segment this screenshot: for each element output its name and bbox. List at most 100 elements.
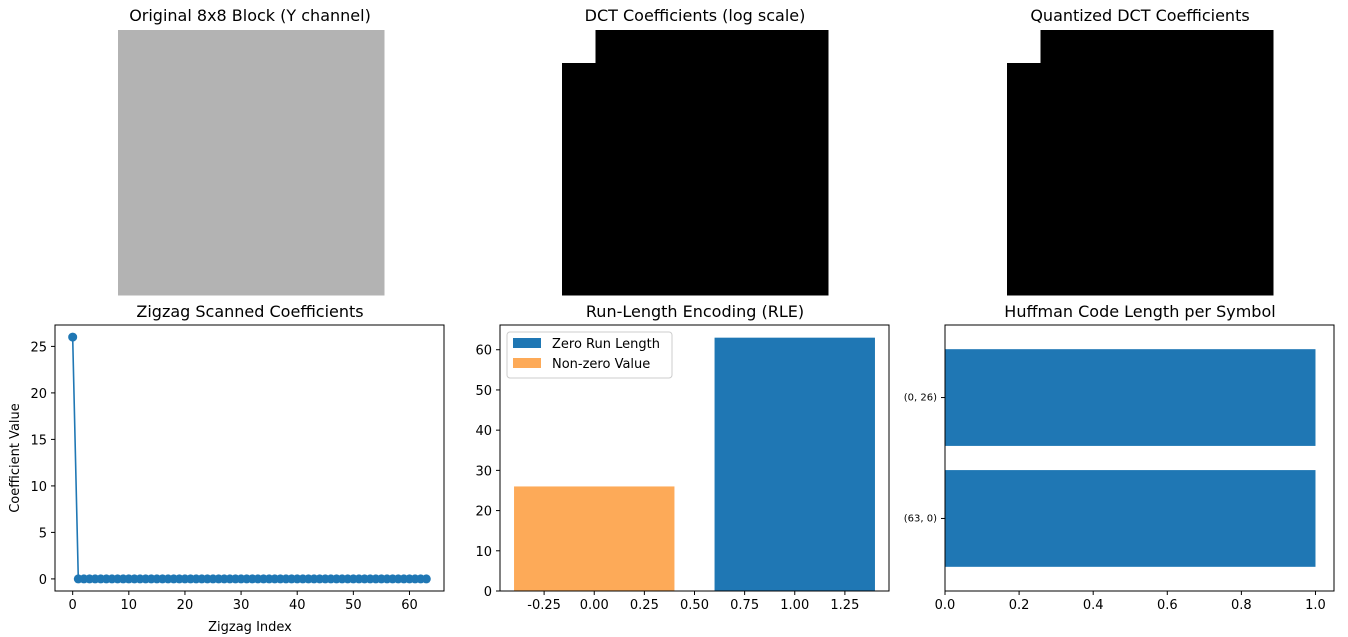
heatmap-cell [1173, 162, 1207, 197]
heatmap-cell [562, 261, 596, 296]
heatmap-cell [1173, 30, 1207, 64]
heatmap-cell [1206, 63, 1241, 97]
heatmap-cell [661, 129, 696, 163]
panel-title-original: Original 8x8 Block (Y channel) [129, 6, 371, 25]
dct-coefficients-heatmap [562, 30, 829, 296]
heatmap-cell [151, 261, 185, 296]
heatmap-cell [728, 96, 762, 130]
zero-run-length-bar [714, 337, 875, 591]
heatmap-cell [628, 129, 663, 163]
x-tick-label: 1.25 [830, 598, 859, 613]
heatmap-cell [317, 129, 352, 163]
heatmap-cell [184, 261, 219, 296]
heatmap-cell [661, 96, 696, 130]
heatmap-cell [317, 30, 352, 64]
heatmap-cell [1106, 261, 1141, 296]
heatmap-cell [695, 228, 729, 263]
heatmap-cell [317, 228, 352, 263]
heatmap-cell [151, 30, 185, 64]
x-tick-label: 0.4 [1083, 598, 1104, 613]
zigzag-y-axis-label: Coefficient Value [8, 403, 23, 513]
heatmap-cell [728, 63, 762, 97]
x-tick-label: 0 [69, 598, 77, 613]
heatmap-cell [562, 30, 596, 64]
x-tick-label: -0.25 [527, 598, 561, 613]
heatmap-cell [794, 228, 829, 263]
heatmap-cell [794, 30, 829, 64]
heatmap-cell [151, 195, 185, 230]
x-tick-label: 0.75 [730, 598, 759, 613]
heatmap-cell [1040, 96, 1074, 130]
heatmap-cell [595, 162, 629, 197]
y-tick-label: 0 [39, 573, 47, 588]
heatmap-cell [628, 30, 663, 64]
heatmap-cell [350, 195, 385, 230]
heatmap-cell [1206, 195, 1241, 230]
heatmap-cell [1073, 30, 1108, 64]
heatmap-cell [794, 261, 829, 296]
heatmap-cell [661, 195, 696, 230]
legend-frame [506, 331, 673, 379]
heatmap-cell [118, 96, 152, 130]
heatmap-cell [251, 162, 285, 197]
heatmap-cell [1239, 63, 1274, 97]
heatmap-cell [1040, 129, 1074, 163]
heatmap-cell [595, 96, 629, 130]
heatmap-cell [628, 63, 663, 97]
legend-label: Non-zero Value [552, 357, 650, 372]
heatmap-cell [661, 63, 696, 97]
x-tick-label: 0.2 [1009, 598, 1030, 613]
heatmap-cell [562, 63, 596, 97]
heatmap-cell [217, 63, 252, 97]
heatmap-cell [1073, 129, 1108, 163]
heatmap-cell [284, 162, 318, 197]
heatmap-cell [151, 96, 185, 130]
panel-title-huffman: Huffman Code Length per Symbol [1004, 302, 1275, 321]
heatmap-cell [1140, 162, 1174, 197]
axes-frame [944, 324, 1335, 592]
legend-swatch [513, 338, 541, 348]
heatmap-cell [1173, 63, 1207, 97]
heatmap-cell [284, 63, 318, 97]
heatmap-cell [350, 96, 385, 130]
heatmap-cell [728, 261, 762, 296]
heatmap-cell [728, 162, 762, 197]
heatmap-cell [1239, 261, 1274, 296]
heatmap-cell [1007, 63, 1041, 97]
heatmap-cell [1040, 261, 1074, 296]
y-tick-label: 60 [475, 344, 492, 359]
huffman-bar [945, 470, 1316, 567]
heatmap-cell [284, 96, 318, 130]
heatmap-cell [1173, 228, 1207, 263]
heatmap-cell [350, 30, 385, 64]
heatmap-cell [1007, 162, 1041, 197]
heatmap-cell [1173, 129, 1207, 163]
heatmap-cell [595, 30, 629, 64]
heatmap-cell [251, 96, 285, 130]
heatmap-cell [628, 162, 663, 197]
rle-legend: Zero Run Length Non-zero Value [506, 331, 673, 379]
x-tick-label: 1.0 [1305, 598, 1326, 613]
heatmap-cell [1173, 261, 1207, 296]
legend-swatch [513, 358, 541, 368]
heatmap-cell [1239, 96, 1274, 130]
heatmap-cell [562, 228, 596, 263]
heatmap-cell [1173, 195, 1207, 230]
heatmap-cell [1073, 195, 1108, 230]
heatmap-cell [728, 30, 762, 64]
heatmap-cell [595, 63, 629, 97]
heatmap-cell [118, 129, 152, 163]
heatmap-cell [151, 228, 185, 263]
heatmap-cell [595, 228, 629, 263]
heatmap-cell [118, 63, 152, 97]
y-tick-label: 50 [475, 384, 492, 399]
heatmap-cell [628, 261, 663, 296]
heatmap-cell [251, 30, 285, 64]
heatmap-cell [728, 129, 762, 163]
x-tick-label: 50 [345, 598, 362, 613]
heatmap-cell [1239, 195, 1274, 230]
heatmap-cell [350, 63, 385, 97]
heatmap-cell [317, 162, 352, 197]
heatmap-cell [1140, 63, 1174, 97]
heatmap-cell [562, 129, 596, 163]
